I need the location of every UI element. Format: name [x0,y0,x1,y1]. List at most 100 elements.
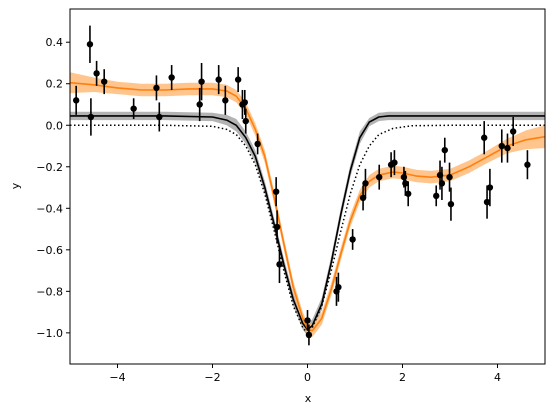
observation-marker [304,317,311,324]
observation-marker [273,223,281,231]
observation-marker [215,76,222,83]
observation-marker [335,283,342,291]
observation-marker [72,97,80,104]
x-tick-label: 2 [399,371,406,384]
observation-point [304,310,311,331]
observation-point [305,324,313,346]
observation-point [153,75,160,101]
observation-marker [222,97,229,104]
observation-point [222,85,229,115]
observation-point [362,168,369,198]
observation-marker [86,41,94,48]
observation-point [272,177,280,207]
observation-point [481,121,488,155]
observation-marker [362,180,369,187]
observation-marker [130,105,137,112]
truth-dotted-line [70,124,545,334]
observation-marker [438,180,446,187]
y-tick-label: −0.6 [36,244,63,257]
observation-point [483,185,491,219]
observation-marker [156,113,163,121]
observation-point [93,60,100,86]
observation-point [509,116,517,147]
observation-point [101,69,108,95]
x-axis-label: x [305,392,312,405]
observation-point [504,133,511,163]
observation-point [276,245,283,284]
observation-point [335,272,342,302]
observation-marker [153,84,160,92]
axes: −4 −2 0 2 4 −1.0 −0.8 −0.6 −0.4 −0.2 0.0 0.2 0.4 [36,8,546,384]
y-tick-label: 0.2 [46,78,64,91]
observation-point [441,137,448,163]
observation-point [242,108,249,134]
y-axis-label: y [9,182,22,189]
observation-point [254,133,261,155]
observation-marker [241,99,248,106]
x-tick-label: −4 [109,371,125,384]
observation-point [273,210,281,244]
observation-point [498,129,505,163]
fit-lines [70,81,545,334]
observation-point [72,85,80,115]
observation-point [447,187,455,221]
observation-marker [376,173,383,181]
black-fit-line [70,115,545,331]
observation-marker [305,331,313,339]
observation-point [438,166,446,200]
observation-point [130,98,137,120]
observation-point [87,98,95,136]
observation-marker [196,101,203,108]
observation-marker [349,236,356,243]
observation-marker [441,146,448,154]
x-tick-label: 0 [304,371,311,384]
black-fit-band [70,111,545,336]
observation-point [446,162,453,192]
observation-marker [276,261,283,268]
y-tick-label: −0.8 [36,285,63,298]
observation-marker [524,161,531,168]
x-tick-label: 4 [494,371,501,384]
y-tick-label: 0.0 [46,119,64,132]
y-tick-label: −0.2 [36,161,63,174]
observation-point [156,102,163,132]
observation-marker [93,70,100,77]
y-tick-label: 0.4 [46,36,64,49]
observation-point [196,87,203,122]
observation-point [376,164,383,190]
observation-marker [509,128,517,135]
observation-marker [391,159,398,166]
observation-point [405,181,412,207]
y-tick-label: −0.4 [36,202,63,215]
observation-marker [483,198,491,206]
y-tick-label: −1.0 [36,327,63,340]
observation-marker [272,188,280,195]
observation-marker [400,173,408,181]
observation-point [234,67,242,93]
observation-point [524,150,531,180]
observation-point [168,65,175,90]
observation-point [391,150,398,176]
observation-marker [486,184,494,191]
observation-marker [242,117,249,125]
observation-point [241,89,248,115]
observation-marker [447,200,455,208]
observation-marker [446,173,453,181]
observation-marker [101,78,108,85]
observation-point [349,229,356,250]
observation-marker [234,76,242,83]
observation-points [72,25,531,346]
observation-point [86,25,94,63]
observation-marker [254,140,261,148]
observation-marker [402,180,409,187]
observation-point [215,65,222,95]
observation-marker [433,192,440,200]
x-tick-label: −2 [204,371,220,384]
observation-point [486,168,494,207]
observation-point [402,170,409,196]
observation-marker [481,134,488,141]
observation-marker [87,113,95,121]
observation-point [198,62,205,101]
observation-marker [405,190,412,197]
